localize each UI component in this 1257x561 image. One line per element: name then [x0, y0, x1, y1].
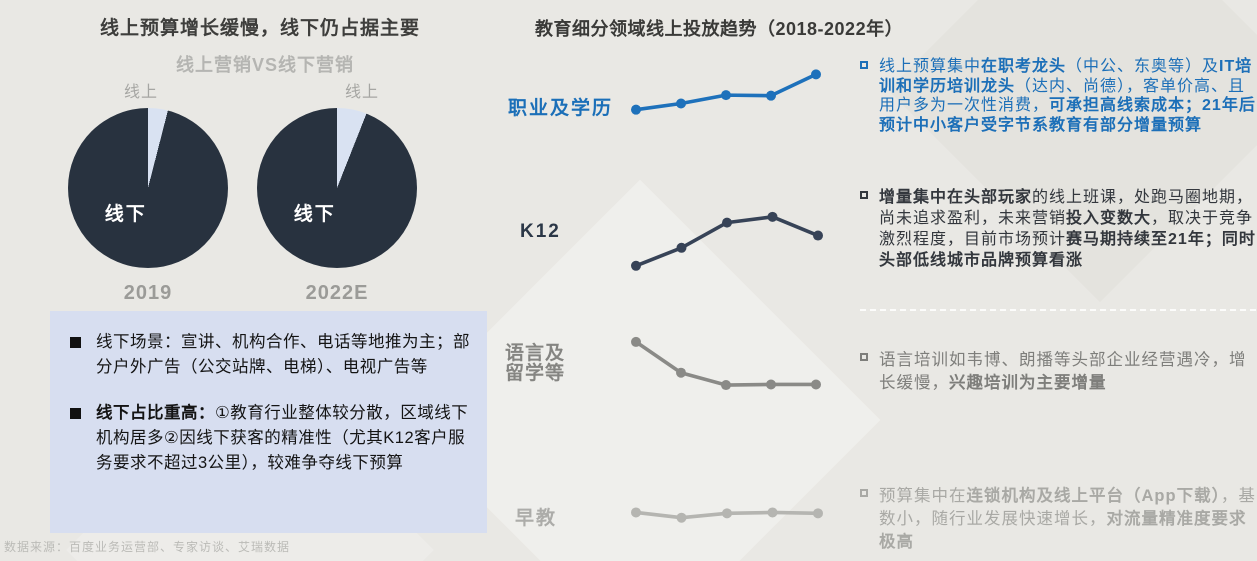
list-bullet-icon — [860, 489, 868, 497]
data-source-note: 数据来源：百度业务运营部、专家访谈、艾瑞数据 — [4, 540, 291, 554]
trend-row-k12: K12 增量集中在头部玩家的线上班课，处跑马圈地期，尚未追求盈利，未来营销投入变… — [505, 180, 1257, 310]
left-section-title: 线上预算增长缓慢，线下仍占据主要 — [99, 18, 420, 39]
trend-sparkline — [631, 336, 821, 391]
note-text: 线下场景：宣讲、机构合作、电话等地推为主；部分户外广告（公交站牌、电梯）、电视广… — [96, 333, 470, 376]
year-label: 2019 — [123, 282, 173, 304]
offline-slice-label: 线下 — [104, 204, 147, 226]
trend-sparkline — [631, 69, 821, 115]
note-text: 线下占比重高：①教育行业整体较分散，区域线下机构居多②因线下获客的精准性（尤其K… — [96, 404, 469, 472]
trend-sparkline — [631, 507, 823, 523]
right-section-title: 教育细分领域线上投放趋势（2018-2022年） — [535, 19, 904, 39]
category-label: K12 — [520, 221, 561, 242]
note-box: 线下场景：宣讲、机构合作、电话等地推为主；部分户外广告（公交站牌、电梯）、电视广… — [50, 311, 487, 533]
annotation: 语言培训如韦博、朗播等头部企业经营遇冷，增长缓慢，兴趣培训为主要增量 — [860, 349, 1257, 395]
pie-chart-2019: 线下 — [68, 108, 228, 268]
offline-slice-label: 线下 — [293, 204, 336, 226]
square-bullet-icon — [70, 337, 81, 348]
pie-chart-2022e: 线下 — [257, 108, 417, 268]
year-label: 2022E — [305, 282, 369, 304]
pie-group-2019: 线上 线下 2019 — [68, 78, 228, 310]
online-slice-label: 线上 — [124, 84, 159, 101]
note-item: 线下占比重高：①教育行业整体较分散，区域线下机构居多②因线下获客的精准性（尤其K… — [68, 401, 471, 476]
note-item: 线下场景：宣讲、机构合作、电话等地推为主；部分户外广告（公交站牌、电梯）、电视广… — [68, 330, 471, 380]
online-slice-label: 线上 — [345, 84, 380, 101]
pie-chart-title: 线上营销VS线下营销 — [175, 55, 354, 75]
list-bullet-icon — [860, 61, 868, 69]
square-bullet-icon — [70, 408, 81, 419]
list-bullet-icon — [860, 191, 868, 199]
category-label: 早教 — [515, 508, 558, 529]
annotation: 预算集中在连锁机构及线上平台（App下载），基数小，随行业发展快速增长，对流量精… — [860, 485, 1257, 554]
dashed-divider — [860, 309, 1256, 311]
trend-sparkline — [631, 211, 823, 271]
trend-row-early-education: 早教 预算集中在连锁机构及线上平台（App下载），基数小，随行业发展快速增长，对… — [505, 480, 1257, 555]
list-bullet-icon — [860, 353, 868, 361]
trend-row-vocational: 职业及学历 线上预算集中在职考龙头（中公、东奥等）及IT培训和学历培训龙头（达内… — [505, 50, 1257, 175]
category-label: 职业及学历 — [508, 98, 614, 119]
annotation: 增量集中在头部玩家的线上班课，处跑马圈地期，尚未追求盈利，未来营销投入变数大，取… — [860, 187, 1257, 271]
annotation: 线上预算集中在职考龙头（中公、东奥等）及IT培训和学历培训龙头（达内、尚德），客… — [860, 57, 1257, 135]
category-label: 语言及 留学等 — [505, 343, 566, 384]
trend-row-language: 语言及 留学等 语言培训如韦博、朗播等头部企业经营遇冷，增长缓慢，兴趣培训为主要增… — [505, 325, 1257, 435]
pie-group-2022e: 线上 线下 2022E — [257, 78, 417, 310]
